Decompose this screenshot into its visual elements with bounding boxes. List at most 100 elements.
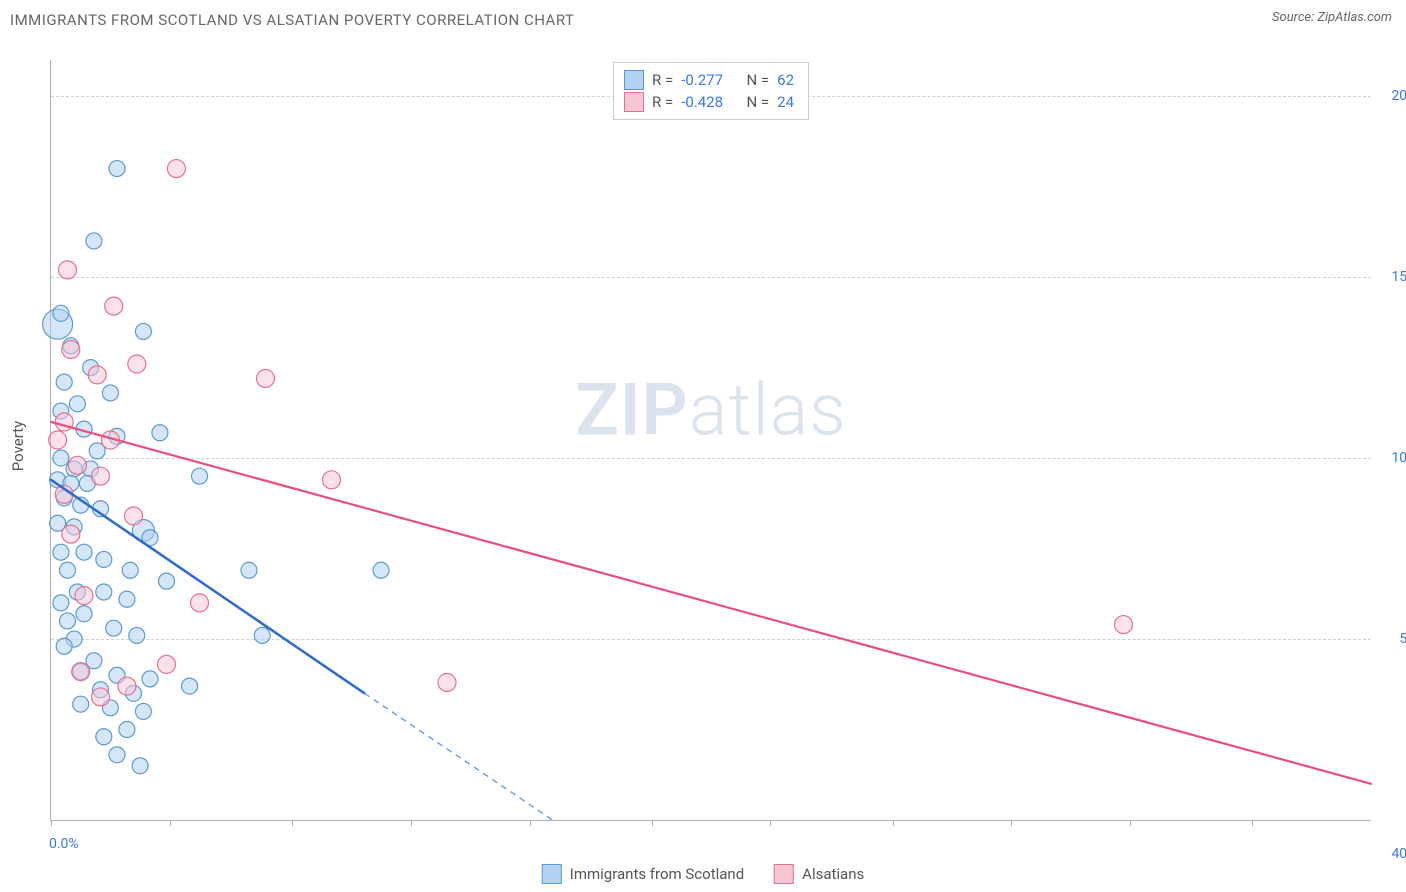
scatter-point: [191, 594, 209, 612]
scatter-point: [182, 678, 198, 694]
legend-row-0: R = -0.277 N = 62: [624, 69, 794, 91]
scatter-point: [102, 385, 118, 401]
scatter-point: [241, 562, 257, 578]
x-tick: [292, 820, 293, 826]
x-tick: [1011, 820, 1012, 826]
x-tick: [411, 820, 412, 826]
scatter-point: [76, 544, 92, 560]
scatter-point: [159, 573, 175, 589]
n-value-1: 24: [777, 91, 794, 113]
scatter-point: [1115, 616, 1133, 634]
scatter-point: [167, 160, 185, 178]
x-tick: [1130, 820, 1131, 826]
x-tick: [770, 820, 771, 826]
scatter-point: [119, 722, 135, 738]
y-axis-title: Poverty: [9, 421, 27, 471]
scatter-point: [119, 591, 135, 607]
scatter-point: [92, 467, 110, 485]
chart-plot-area: ZIPatlas R = -0.277 N = 62 R = -0.428 N …: [50, 60, 1371, 821]
scatter-point: [75, 587, 93, 605]
scatter-point: [106, 620, 122, 636]
scatter-point: [158, 655, 176, 673]
scatter-point: [135, 323, 151, 339]
regression-line: [51, 422, 1371, 784]
scatter-point: [96, 729, 112, 745]
r-value-0: -0.277: [681, 69, 723, 91]
scatter-point: [88, 366, 106, 384]
scatter-point: [96, 584, 112, 600]
scatter-point: [142, 671, 158, 687]
r-label-1: R =: [652, 91, 673, 113]
x-tick: [1252, 820, 1253, 826]
scatter-point: [53, 305, 69, 321]
scatter-point: [109, 161, 125, 177]
scatter-point: [53, 450, 69, 466]
r-label-0: R =: [652, 69, 673, 91]
scatter-point: [53, 595, 69, 611]
plot-svg: [51, 60, 1371, 820]
legend-item-scotland: Immigrants from Scotland: [542, 864, 744, 884]
source-credit: Source: ZipAtlas.com: [1272, 10, 1392, 25]
scatter-point: [109, 747, 125, 763]
scatter-point: [323, 471, 341, 489]
legend-swatch-scotland: [542, 864, 562, 884]
legend-correlation: R = -0.277 N = 62 R = -0.428 N = 24: [613, 62, 809, 120]
scatter-point: [122, 562, 138, 578]
legend-item-alsatians: Alsatians: [774, 864, 864, 884]
scatter-point: [373, 562, 389, 578]
legend-label-scotland: Immigrants from Scotland: [570, 865, 744, 883]
scatter-point: [62, 525, 80, 543]
x-tick: [530, 820, 531, 826]
regression-line-dashed: [365, 693, 553, 820]
x-origin-label: 0.0%: [49, 836, 79, 852]
scatter-point: [118, 677, 136, 695]
scatter-point: [105, 297, 123, 315]
x-tick: [652, 820, 653, 826]
scatter-point: [86, 233, 102, 249]
scatter-point: [438, 673, 456, 691]
scatter-point: [129, 627, 145, 643]
chart-title: IMMIGRANTS FROM SCOTLAND VS ALSATIAN POV…: [10, 11, 574, 29]
y-tick-label: 10.0%: [1377, 450, 1406, 466]
scatter-point: [257, 369, 275, 387]
r-value-1: -0.428: [681, 91, 723, 113]
scatter-point: [92, 688, 110, 706]
scatter-point: [69, 396, 85, 412]
y-tick-label: 5.0%: [1377, 631, 1406, 647]
y-tick-label: 15.0%: [1377, 269, 1406, 285]
scatter-point: [62, 341, 80, 359]
legend-series: Immigrants from Scotland Alsatians: [542, 864, 865, 884]
scatter-point: [73, 696, 89, 712]
legend-swatch-alsatians: [774, 864, 794, 884]
y-tick-label: 20.0%: [1377, 88, 1406, 104]
scatter-point: [192, 468, 208, 484]
scatter-point: [59, 261, 77, 279]
n-label-1: N =: [746, 91, 769, 113]
n-label-0: N =: [746, 69, 769, 91]
scatter-point: [60, 562, 76, 578]
n-value-0: 62: [777, 69, 794, 91]
y-corner-label: 40.0%: [1377, 846, 1406, 862]
scatter-point: [128, 355, 146, 373]
scatter-point: [68, 456, 86, 474]
scatter-point: [56, 374, 72, 390]
legend-label-alsatians: Alsatians: [802, 865, 864, 883]
scatter-point: [96, 551, 112, 567]
scatter-point: [125, 507, 143, 525]
legend-swatch-blue: [624, 70, 644, 90]
scatter-point: [60, 613, 76, 629]
x-tick: [893, 820, 894, 826]
legend-row-1: R = -0.428 N = 24: [624, 91, 794, 113]
x-tick: [51, 820, 52, 826]
legend-swatch-pink: [624, 92, 644, 112]
scatter-point: [53, 544, 69, 560]
scatter-point: [254, 627, 270, 643]
scatter-point: [56, 638, 72, 654]
scatter-point: [152, 425, 168, 441]
scatter-point: [76, 606, 92, 622]
x-tick: [170, 820, 171, 826]
scatter-point: [135, 703, 151, 719]
scatter-point: [132, 758, 148, 774]
scatter-point: [72, 663, 90, 681]
scatter-point: [49, 431, 67, 449]
